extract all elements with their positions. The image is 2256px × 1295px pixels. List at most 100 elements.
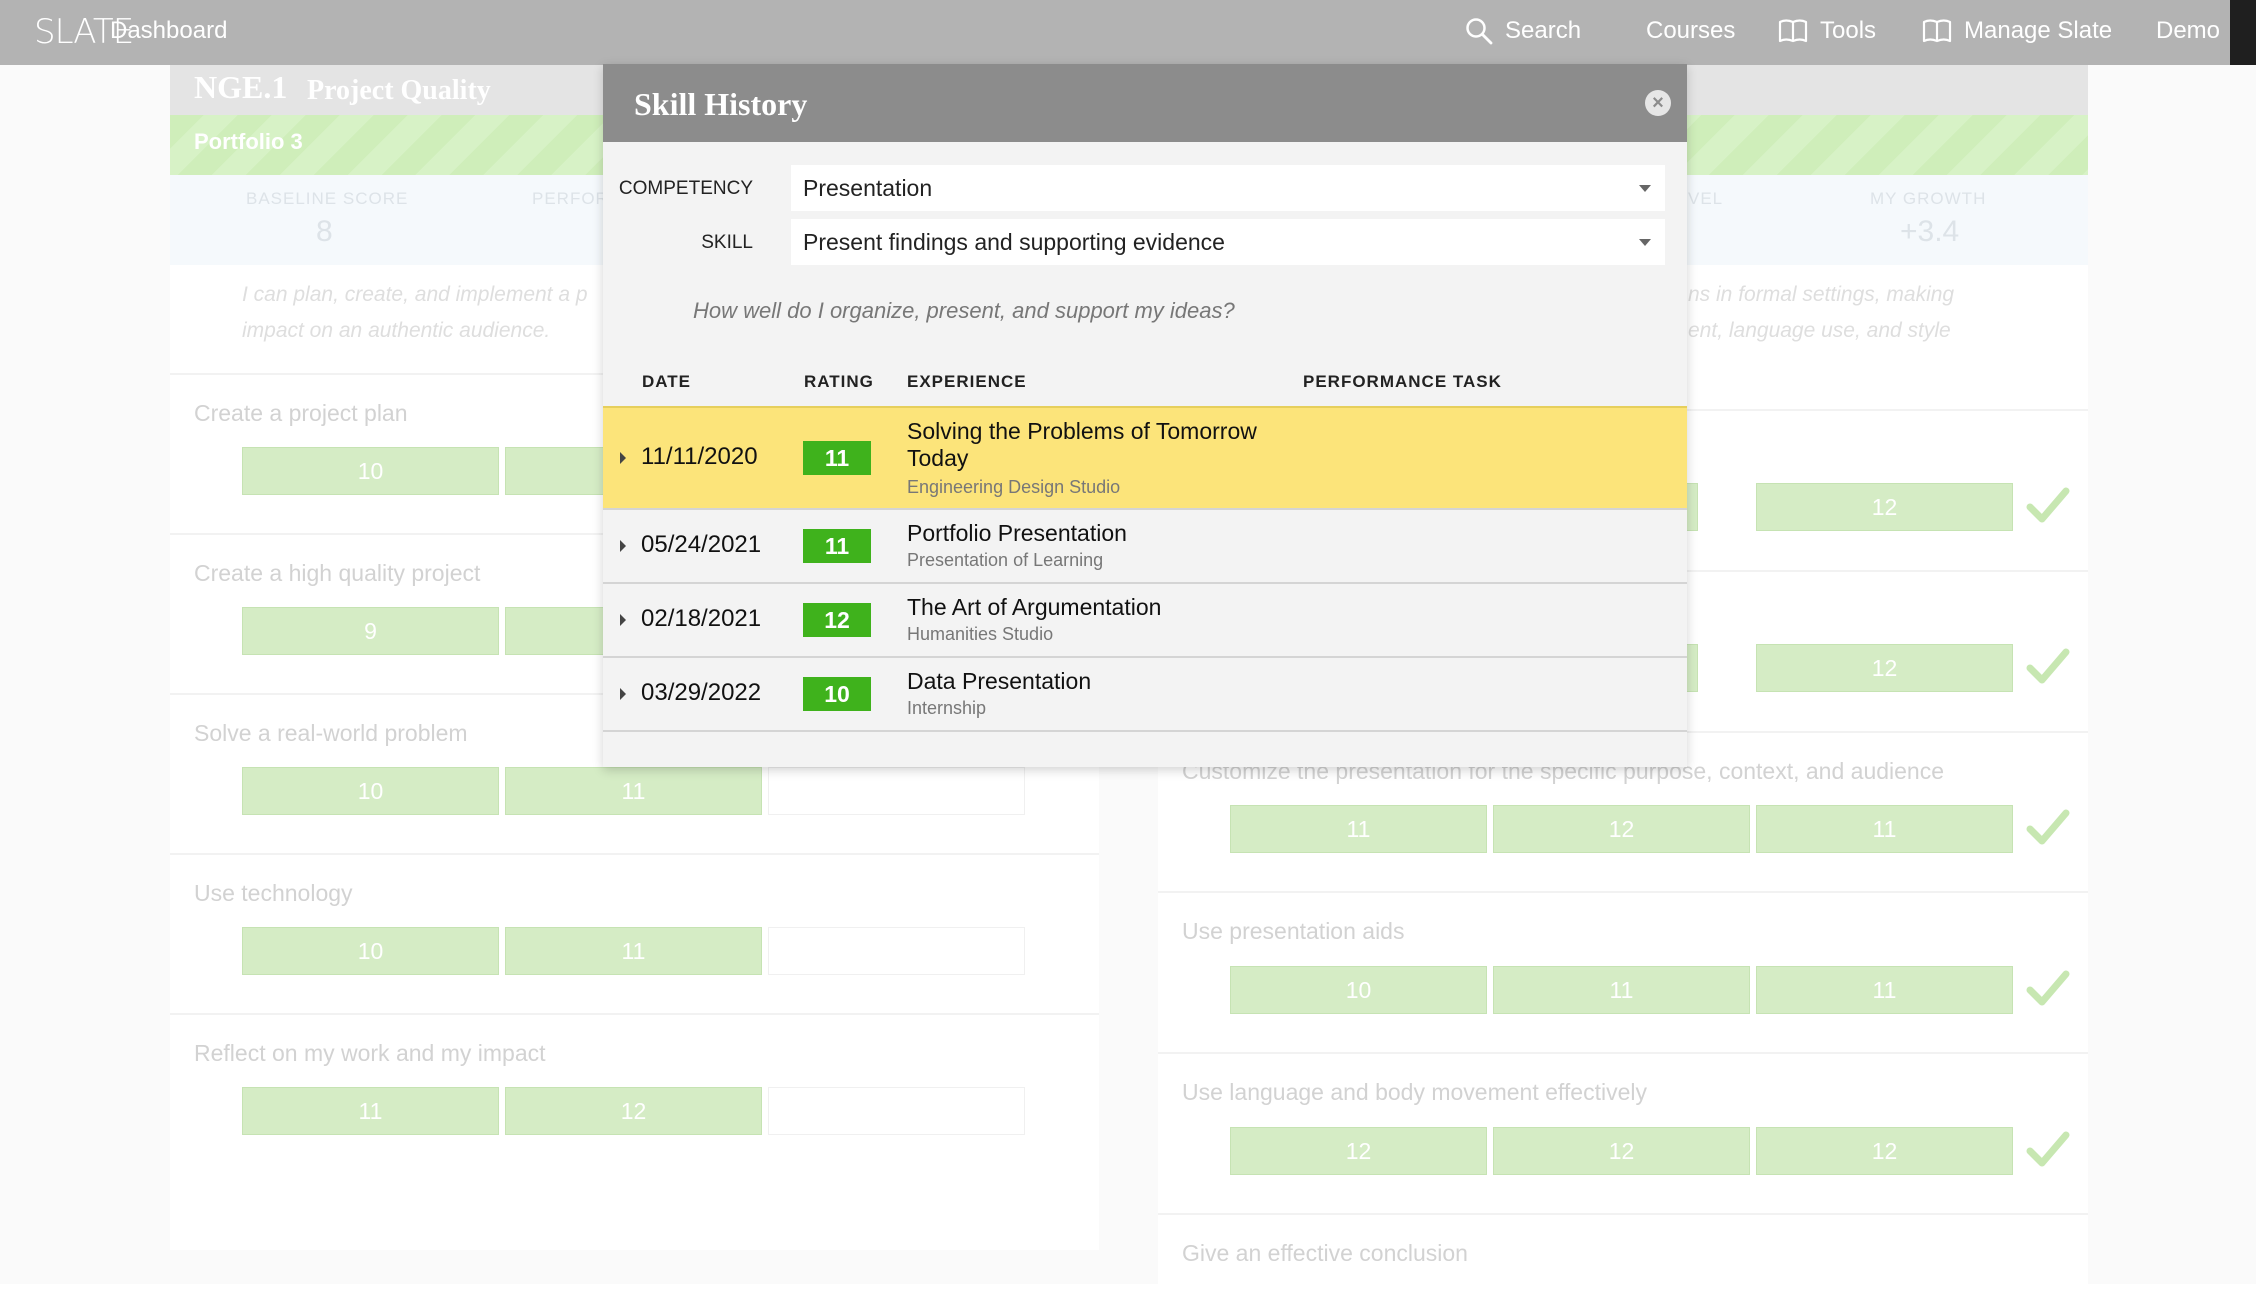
score-cell-empty	[768, 927, 1025, 975]
nav-tools-menu[interactable]: Tools	[1778, 17, 1876, 45]
column-header-rating: RATING	[804, 372, 874, 391]
score-cell[interactable]: 10	[242, 447, 499, 495]
skill-history-modal: Skill History × COMPETENCY Presentation …	[603, 64, 1687, 767]
modal-title: Skill History	[634, 86, 808, 122]
level-label: VEL	[1688, 189, 1724, 208]
score-cell[interactable]: 10	[1230, 966, 1487, 1014]
row-date: 11/11/2020	[641, 443, 758, 470]
nav-user-menu[interactable]: Demo	[2156, 17, 2220, 45]
score-cell-empty	[768, 1087, 1025, 1135]
nav-search-label: Search	[1505, 17, 1582, 44]
score-cell[interactable]: 10	[242, 767, 499, 815]
top-navigation-bar: SLATE Dashboard Search Courses Tools Man…	[0, 0, 2256, 65]
score-cell[interactable]: 11	[242, 1087, 499, 1135]
score-cell[interactable]: 12	[1493, 1127, 1750, 1175]
score-cell[interactable]: 11	[505, 927, 762, 975]
modal-header: Skill History ×	[603, 64, 1687, 142]
nav-courses-label: Courses	[1646, 17, 1736, 44]
row-date: 02/18/2021	[641, 605, 762, 632]
nav-search-button[interactable]: Search	[1465, 17, 1581, 45]
score-cell[interactable]: 11	[1493, 966, 1750, 1014]
score-cell[interactable]: 12	[1756, 1127, 2013, 1175]
description-line: I can plan, create, and implement a p	[242, 283, 588, 306]
experience-subtitle: Humanities Studio	[907, 624, 1054, 644]
skill-label: Create a project plan	[194, 400, 408, 426]
caret-right-icon[interactable]	[620, 452, 626, 464]
row-divider	[170, 853, 1099, 855]
table-row[interactable]: 11/11/2020 11 Solving the Problems of To…	[603, 406, 1687, 508]
skill-label: Use technology	[194, 880, 353, 906]
score-cell[interactable]: 11	[1756, 805, 2013, 853]
skill-label: SKILL	[701, 232, 753, 253]
competency-code: NGE.1	[194, 69, 288, 105]
experience-subtitle: Engineering Design Studio	[907, 477, 1121, 497]
row-date: 05/24/2021	[641, 531, 762, 558]
description-line: ent, language use, and style	[1688, 319, 1951, 342]
nav-manage-slate-menu[interactable]: Manage Slate	[1922, 17, 2112, 45]
skill-select-value: Present findings and supporting evidence	[803, 229, 1225, 255]
table-row[interactable]: 03/29/2022 10 Data Presentation Internsh…	[603, 656, 1687, 730]
nav-dashboard-link[interactable]: Dashboard	[110, 17, 228, 44]
rating-badge: 11	[803, 441, 871, 475]
experience-title: The Art of Argumentation	[907, 594, 1162, 620]
performance-level-label: PERFOR	[532, 189, 609, 208]
rating-badge: 10	[803, 677, 871, 711]
score-cell[interactable]: 12	[1756, 483, 2013, 531]
my-growth-label: MY GROWTH	[1870, 189, 1987, 208]
my-growth-value: +3.4	[1900, 215, 1960, 248]
book-icon	[1778, 19, 1808, 43]
slate-logo[interactable]: SLATE	[34, 12, 134, 52]
score-cell[interactable]: 12	[1493, 805, 1750, 853]
nav-courses-link[interactable]: Courses	[1646, 17, 1735, 45]
table-row[interactable]: 02/18/2021 12 The Art of Argumentation H…	[603, 582, 1687, 656]
score-cell[interactable]: 12	[1756, 644, 2013, 692]
row-divider	[1158, 1052, 2088, 1054]
score-cell-empty	[768, 767, 1025, 815]
row-divider	[1158, 1213, 2088, 1215]
checkmark-icon	[2026, 1131, 2070, 1167]
rating-badge: 11	[803, 529, 871, 563]
row-divider	[170, 1013, 1099, 1015]
checkmark-icon	[2026, 970, 2070, 1006]
caret-right-icon[interactable]	[620, 614, 626, 626]
experience-subtitle: Presentation of Learning	[907, 550, 1104, 570]
caret-right-icon[interactable]	[620, 540, 626, 552]
score-cell[interactable]: 11	[1756, 966, 2013, 1014]
checkmark-icon	[2026, 487, 2070, 523]
score-cell[interactable]: 12	[505, 1087, 762, 1135]
skill-label: Use language and body movement effective…	[1182, 1079, 1647, 1105]
skill-select[interactable]: Present findings and supporting evidence	[791, 219, 1665, 265]
score-cell[interactable]: 12	[1230, 1127, 1487, 1175]
table-row[interactable]: 05/24/2021 11 Portfolio Presentation Pre…	[603, 508, 1687, 582]
rating-badge: 12	[803, 603, 871, 637]
description-line: impact on an authentic audience.	[242, 319, 551, 342]
close-icon[interactable]: ×	[1645, 90, 1671, 116]
column-header-performance-task: PERFORMANCE TASK	[1303, 372, 1502, 391]
competency-description: I can plan, create, and implement a p im…	[242, 277, 588, 349]
nav-manage-slate-label: Manage Slate	[1964, 17, 2113, 44]
score-cell[interactable]: 11	[1230, 805, 1487, 853]
table-bottom-divider	[603, 730, 1687, 732]
competency-select-value: Presentation	[803, 175, 933, 201]
score-cell[interactable]: 10	[242, 927, 499, 975]
skill-question: How well do I organize, present, and sup…	[693, 298, 1235, 323]
column-header-experience: EXPERIENCE	[907, 372, 1027, 391]
caret-right-icon[interactable]	[620, 688, 626, 700]
score-cell[interactable]: 11	[505, 767, 762, 815]
competency-select[interactable]: Presentation	[791, 165, 1665, 211]
skill-label: Reflect on my work and my impact	[194, 1040, 546, 1066]
experience-title: Data Presentation	[907, 668, 1092, 694]
competency-title: Project Quality	[307, 75, 491, 106]
nav-user-label: Demo	[2156, 17, 2221, 44]
search-icon	[1466, 18, 1493, 45]
checkmark-icon	[2026, 809, 2070, 845]
row-divider	[1158, 891, 2088, 893]
scrollbar-edge	[2230, 0, 2256, 65]
portfolio-label: Portfolio 3	[194, 129, 303, 154]
book-icon	[1922, 19, 1952, 43]
experience-subtitle: Internship	[907, 698, 987, 718]
description-line: ns in formal settings, making	[1688, 283, 1955, 306]
skill-label: Use presentation aids	[1182, 918, 1405, 944]
skill-label: Solve a real-world problem	[194, 720, 468, 746]
score-cell[interactable]: 9	[242, 607, 499, 655]
